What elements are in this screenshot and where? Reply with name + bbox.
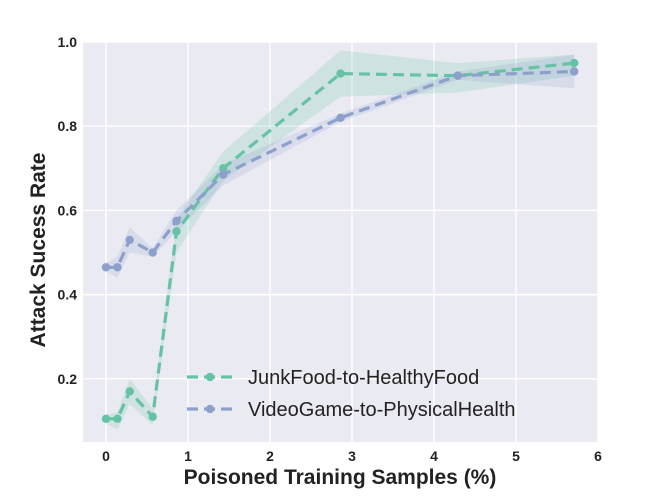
legend-label: VideoGame-to-PhysicalHealth: [248, 399, 516, 421]
y-tick-labels: 0.2 0.4 0.6 0.8 1.0: [58, 34, 78, 387]
grid: [83, 41, 599, 442]
plot-background: [83, 42, 598, 442]
videogame-data-point: [219, 170, 228, 179]
junkfood-data-point: [172, 227, 181, 236]
videogame-data-point: [101, 263, 111, 272]
junkfood-data-point: [219, 164, 228, 173]
y-tick-label: 0.8: [58, 118, 78, 134]
junkfood-legend-marker: [205, 372, 215, 382]
x-axis-label: Poisoned Training Samples (%): [184, 466, 497, 489]
videogame-data-point: [336, 113, 345, 122]
junkfood-data-point: [125, 387, 134, 396]
x-tick-label: 0: [102, 448, 110, 464]
y-tick-label: 1.0: [58, 34, 78, 50]
y-tick-label: 0.4: [58, 287, 78, 303]
y-tick-label: 0.6: [58, 202, 78, 218]
series-points: [101, 58, 579, 424]
y-tick-label: 0.2: [58, 371, 78, 387]
videogame-data-point: [113, 263, 122, 272]
videogame-legend-marker: [205, 404, 215, 414]
videogame-data-point: [453, 71, 462, 80]
videogame-data-point: [570, 67, 579, 76]
x-tick-label: 3: [348, 448, 356, 464]
junkfood-data-point: [336, 69, 345, 78]
x-tick-label: 6: [594, 448, 602, 464]
x-tick-label: 2: [266, 448, 274, 464]
junkfood-data-point: [101, 414, 111, 424]
x-tick-label: 5: [512, 448, 520, 464]
junkfood-data-point: [113, 414, 122, 424]
legend-label: JunkFood-to-HealthyFood: [248, 367, 479, 389]
videogame-data-point: [172, 216, 181, 226]
videogame-data-point: [125, 235, 134, 245]
junkfood-data-point: [148, 412, 157, 421]
y-axis-label: Attack Sucess Rate: [27, 153, 50, 348]
videogame-data-point: [148, 248, 157, 257]
x-tick-label: 1: [184, 448, 192, 464]
junkfood-data-point: [570, 58, 579, 68]
x-tick-labels: 0 1 2 3 4 5 6: [102, 448, 602, 464]
legend: JunkFood-to-HealthyFood VideoGame-to-Phys…: [187, 367, 516, 421]
x-tick-label: 4: [430, 448, 438, 464]
